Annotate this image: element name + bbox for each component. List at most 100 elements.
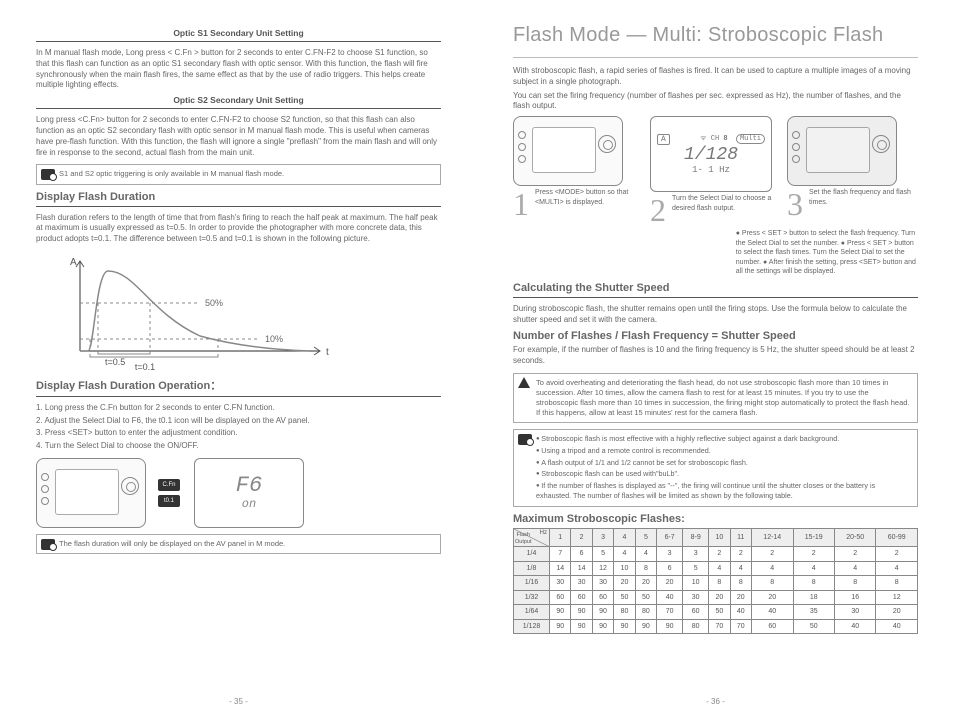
- table-cell: 35: [793, 605, 834, 619]
- table-cell: 70: [657, 605, 683, 619]
- table-cell: 40: [657, 590, 683, 604]
- table-cell: 8: [709, 576, 730, 590]
- strobe-table: HzFlashOutput123456-78-9101112-1415-1920…: [513, 528, 918, 634]
- hz-header: 3: [592, 529, 613, 547]
- hz-header: 2: [571, 529, 592, 547]
- table-cell: 8: [730, 576, 751, 590]
- table-cell: 8: [793, 576, 834, 590]
- lcd-fraction: 1/128: [684, 145, 738, 165]
- hz-header: 10: [709, 529, 730, 547]
- table-cell: 70: [730, 619, 751, 633]
- dfd-body: Flash duration refers to the length of t…: [36, 213, 441, 245]
- note-duration-m: The flash duration will only be displaye…: [36, 534, 441, 554]
- fig-2: A ᯤ CH 8 Multi 1/128 1- 1 Hz 2Turn the S…: [650, 116, 781, 226]
- table-cell: 20: [614, 576, 635, 590]
- table-cell: 4: [752, 561, 793, 575]
- tip: Stroboscopic flash can be used with"buLb…: [536, 469, 911, 479]
- op-steps: 1. Long press the C.Fn button for 2 seco…: [36, 403, 441, 452]
- warning-icon: [518, 377, 530, 388]
- table-cell: 8: [834, 576, 875, 590]
- page-title: Flash Mode — Multi: Stroboscopic Flash: [513, 24, 918, 47]
- table-cell: 2: [752, 547, 793, 561]
- hz-header: 4: [614, 529, 635, 547]
- table-cell: 60: [571, 590, 592, 604]
- table-cell: 30: [592, 576, 613, 590]
- fig2-caption: Turn the Select Dial to choose a desired…: [672, 194, 781, 213]
- table-cell: 7: [550, 547, 571, 561]
- set-sequence-note: ● Press < SET > button to select the fla…: [736, 229, 918, 276]
- table-cell: 90: [550, 605, 571, 619]
- hz-header: 1: [550, 529, 571, 547]
- divider: [513, 57, 918, 58]
- device-illustration: [513, 116, 623, 186]
- table-cell: 10: [614, 561, 635, 575]
- table-cell: 20: [709, 590, 730, 604]
- lcd-hz: 1- 1 Hz: [692, 165, 730, 175]
- hz-header: 20-50: [834, 529, 875, 547]
- table-heading: Maximum Stroboscopic Flashes:: [513, 513, 918, 525]
- table-cell: 30: [834, 605, 875, 619]
- table-cell: 40: [834, 619, 875, 633]
- page-number: - 36 -: [477, 697, 954, 706]
- table-cell: 2: [834, 547, 875, 561]
- step-4: 4. Turn the Select Dial to choose the ON…: [36, 441, 441, 452]
- table-cell: 40: [730, 605, 751, 619]
- calc-body: During stroboscopic flash, the shutter r…: [513, 304, 918, 326]
- table-cell: 50: [614, 590, 635, 604]
- tip: Using a tripod and a remote control is r…: [536, 446, 911, 456]
- divider: [36, 108, 441, 109]
- table-cell: 4: [614, 547, 635, 561]
- tip: Stroboscopic flash is most effective wit…: [536, 434, 911, 444]
- table-cell: 90: [571, 605, 592, 619]
- table-cell: 20: [657, 576, 683, 590]
- optic-s1-title: Optic S1 Secondary Unit Setting: [36, 28, 441, 38]
- step-number-3: 3: [787, 188, 803, 220]
- table-cell: 4: [730, 561, 751, 575]
- note-s1s2: S1 and S2 optic triggering is only avail…: [36, 164, 441, 184]
- info-icon: [41, 539, 55, 550]
- left-page: Optic S1 Secondary Unit Setting In M man…: [0, 0, 477, 714]
- table-cell: 50: [635, 590, 656, 604]
- optic-s1-body: In M manual flash mode, Long press < C.F…: [36, 48, 441, 91]
- table-cell: 4: [876, 561, 918, 575]
- divider: [36, 396, 441, 397]
- table-cell: 2: [730, 547, 751, 561]
- device-illustration: [787, 116, 897, 186]
- calc-heading: Calculating the Shutter Speed: [513, 282, 918, 294]
- table-cell: 70: [709, 619, 730, 633]
- hz-header: 11: [730, 529, 751, 547]
- fig1-caption: Press <MODE> button so that <MULTI> is d…: [535, 188, 644, 207]
- dfd-heading: Display Flash Duration: [36, 191, 441, 203]
- formula-body: For example, if the number of flashes is…: [513, 345, 918, 367]
- table-cell: 90: [592, 619, 613, 633]
- tips-list: Stroboscopic flash is most effective wit…: [536, 434, 911, 500]
- table-cell: 60: [752, 619, 793, 633]
- output-row-header: 1/8: [514, 561, 550, 575]
- op-heading: Display Flash Duration Operation：: [36, 377, 441, 393]
- table-cell: 90: [592, 605, 613, 619]
- divider: [36, 206, 441, 207]
- step-1: 1. Long press the C.Fn button for 2 seco…: [36, 403, 441, 414]
- hz-header: 5: [635, 529, 656, 547]
- cfn-badges: C.Fn t0.1: [158, 479, 182, 507]
- table-cell: 90: [614, 619, 635, 633]
- output-row-header: 1/64: [514, 605, 550, 619]
- table-cell: 4: [635, 547, 656, 561]
- table-cell: 80: [614, 605, 635, 619]
- table-cell: 60: [550, 590, 571, 604]
- svg-text:10%: 10%: [265, 334, 283, 344]
- optic-s2-body: Long press <C.Fn> button for 2 seconds t…: [36, 115, 441, 158]
- table-cell: 50: [709, 605, 730, 619]
- lcd-illustration: F6 on: [194, 458, 304, 528]
- table-cell: 4: [709, 561, 730, 575]
- flash-duration-chart: A t 50% 10% t=0.5 t=0.1: [50, 251, 350, 371]
- table-cell: 8: [635, 561, 656, 575]
- table-cell: 90: [657, 619, 683, 633]
- output-row-header: 1/16: [514, 576, 550, 590]
- table-cell: 18: [793, 590, 834, 604]
- table-cell: 20: [635, 576, 656, 590]
- table-cell: 30: [550, 576, 571, 590]
- table-cell: 3: [683, 547, 709, 561]
- table-cell: 90: [635, 619, 656, 633]
- table-cell: 20: [752, 590, 793, 604]
